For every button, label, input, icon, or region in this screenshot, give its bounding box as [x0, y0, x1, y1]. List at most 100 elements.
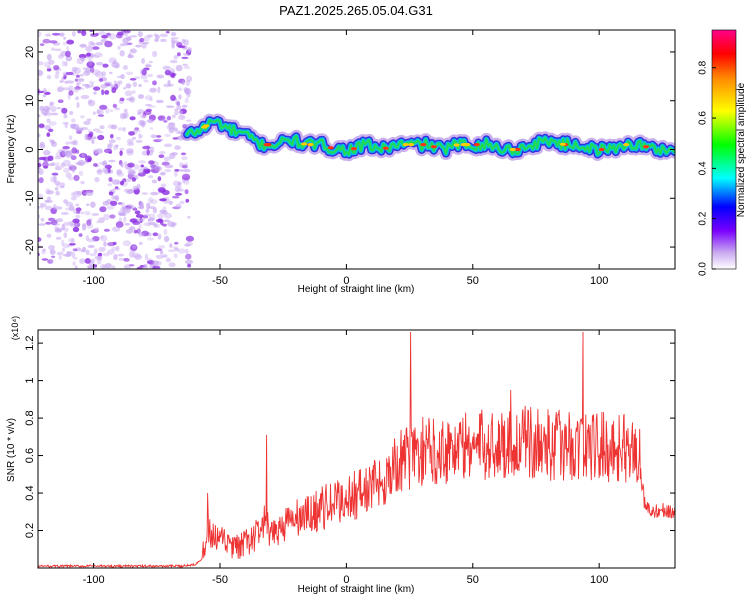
noise-speckle: [48, 245, 55, 250]
colorbar-tick-label: 0.4: [698, 161, 709, 175]
noise-speckle: [128, 226, 136, 231]
signal-hotspot: [559, 142, 566, 146]
noise-speckle: [66, 39, 75, 45]
noise-speckle: [187, 263, 192, 268]
noise-speckle: [149, 97, 153, 102]
noise-speckle: [150, 134, 158, 138]
signal-hotspot: [263, 143, 270, 147]
noise-speckle: [96, 108, 101, 115]
noise-speckle: [157, 176, 162, 182]
noise-speckle: [186, 75, 193, 83]
noise-speckle: [92, 111, 96, 115]
noise-speckle: [138, 84, 142, 87]
noise-speckle: [81, 30, 87, 37]
noise-speckle: [147, 217, 155, 222]
noise-speckle: [70, 192, 75, 197]
noise-speckle: [116, 136, 121, 140]
noise-speckle: [103, 213, 110, 221]
noise-speckle: [104, 164, 112, 169]
noise-speckle: [68, 176, 74, 181]
noise-speckle: [179, 162, 184, 168]
noise-speckle: [134, 210, 141, 215]
noise-speckle: [159, 33, 168, 38]
noise-speckle: [80, 115, 85, 119]
noise-speckle: [44, 199, 54, 203]
noise-speckle: [71, 66, 78, 72]
noise-speckle: [90, 201, 96, 208]
noise-speckle: [165, 257, 171, 263]
noise-speckle: [155, 99, 164, 104]
noise-speckle: [137, 109, 145, 114]
noise-speckle: [97, 169, 102, 173]
noise-speckle: [111, 226, 121, 232]
noise-speckle: [177, 185, 182, 192]
noise-speckle: [65, 252, 72, 258]
noise-speckle: [55, 190, 60, 196]
noise-speckle: [50, 47, 56, 51]
noise-speckle: [93, 248, 98, 254]
noise-speckle: [38, 177, 44, 184]
noise-speckle: [56, 218, 64, 223]
noise-speckle: [68, 135, 73, 141]
noise-speckle: [54, 180, 61, 186]
noise-speckle: [147, 237, 155, 241]
noise-speckle: [89, 253, 97, 256]
noise-speckle: [96, 168, 103, 176]
noise-speckle: [133, 129, 141, 133]
noise-speckle: [74, 265, 78, 269]
noise-speckle: [86, 223, 94, 229]
noise-speckle: [182, 63, 188, 67]
noise-speckle: [126, 148, 134, 154]
noise-speckle: [139, 37, 145, 43]
noise-speckle: [49, 101, 53, 107]
noise-speckle: [54, 187, 59, 191]
noise-speckle: [176, 104, 182, 111]
noise-speckle: [140, 201, 144, 206]
noise-speckle: [170, 37, 179, 40]
noise-speckle: [48, 163, 55, 167]
snr-y-ticks: 0.2 0.4 0.6 0.8 1 1.2: [24, 335, 675, 538]
noise-speckle: [138, 160, 146, 164]
noise-speckle: [125, 71, 134, 76]
noise-speckle: [106, 34, 112, 38]
signal-hotspot: [623, 143, 630, 147]
x-tick-label: 50: [467, 574, 479, 586]
noise-speckle: [68, 85, 74, 92]
noise-speckle: [164, 235, 170, 243]
noise-speckle: [187, 215, 191, 219]
noise-speckle: [162, 210, 168, 215]
snr-x-axis-label: Height of straight line (km): [298, 584, 415, 595]
noise-speckle: [44, 205, 53, 211]
noise-speckle: [76, 78, 85, 81]
noise-speckle: [58, 255, 62, 260]
noise-speckle: [107, 167, 111, 174]
noise-speckle: [41, 249, 46, 255]
noise-speckle: [131, 177, 137, 182]
noise-speckle: [71, 118, 76, 123]
noise-speckle: [143, 35, 150, 42]
noise-speckle: [43, 150, 51, 156]
noise-speckle: [102, 167, 107, 173]
noise-speckle: [86, 61, 95, 68]
noise-speckle: [65, 172, 72, 178]
noise-speckle: [84, 258, 91, 264]
noise-speckle: [48, 59, 55, 65]
noise-speckle: [100, 235, 108, 242]
noise-speckle: [94, 255, 102, 260]
noise-speckle: [49, 249, 56, 255]
noise-speckle: [181, 156, 188, 161]
noise-speckle: [77, 159, 86, 166]
noise-speckle: [70, 155, 77, 161]
noise-speckle: [81, 152, 86, 158]
spectrogram-x-ticks: -100 -50 0 50 100: [83, 30, 608, 287]
noise-speckle: [72, 226, 80, 233]
noise-speckle: [49, 40, 58, 44]
noise-speckle: [159, 198, 167, 202]
noise-speckle: [144, 95, 153, 101]
y-tick-label: 0.4: [24, 485, 36, 500]
noise-speckle: [59, 185, 65, 189]
noise-speckle: [54, 206, 63, 210]
y-tick-label: 20: [24, 46, 36, 58]
y-tick-label: 0.8: [24, 410, 36, 425]
spectrogram-x-axis-label: Height of straight line (km): [298, 284, 415, 295]
